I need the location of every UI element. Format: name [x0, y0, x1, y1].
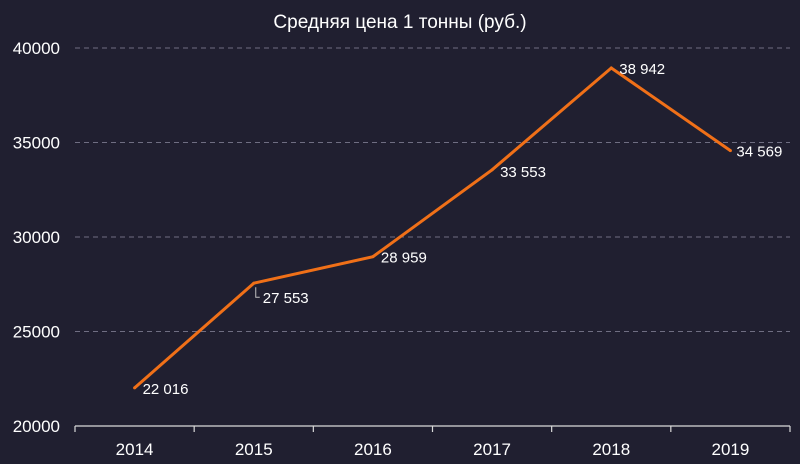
label-leader-line	[255, 287, 260, 298]
x-tick-label: 2019	[712, 440, 750, 459]
x-tick-label: 2018	[592, 440, 630, 459]
chart-title: Средняя цена 1 тонны (руб.)	[273, 12, 526, 33]
axes: 20000 25000 30000 35000 40000 2014 2015 2016 201…	[13, 39, 791, 459]
data-label: 22 016	[143, 381, 189, 398]
y-tick-label: 20000	[13, 417, 60, 436]
y-tick-label: 35000	[13, 134, 60, 153]
y-tick-label: 30000	[13, 228, 60, 247]
data-point	[371, 255, 375, 259]
data-label: 27 553	[263, 290, 309, 307]
series-line	[133, 66, 732, 390]
x-tick-label: 2014	[116, 440, 154, 459]
data-point	[609, 66, 613, 70]
data-point	[490, 168, 494, 172]
data-label: 28 959	[381, 250, 427, 267]
data-point	[252, 281, 256, 285]
y-tick-label: 40000	[13, 39, 60, 58]
series-layer	[133, 66, 732, 390]
data-point	[728, 149, 732, 153]
x-tick-label: 2016	[354, 440, 392, 459]
gridlines	[75, 47, 790, 332]
data-label: 38 942	[619, 61, 665, 78]
x-tick-label: 2017	[473, 440, 511, 459]
y-tick-label: 25000	[13, 323, 60, 342]
data-label: 33 553	[500, 164, 546, 181]
x-tick-label: 2015	[235, 440, 273, 459]
data-label: 34 569	[736, 144, 782, 161]
data-labels: 22 016 27 553 28 959 33 553 38 942 34 569	[143, 61, 783, 398]
data-point	[133, 386, 137, 390]
